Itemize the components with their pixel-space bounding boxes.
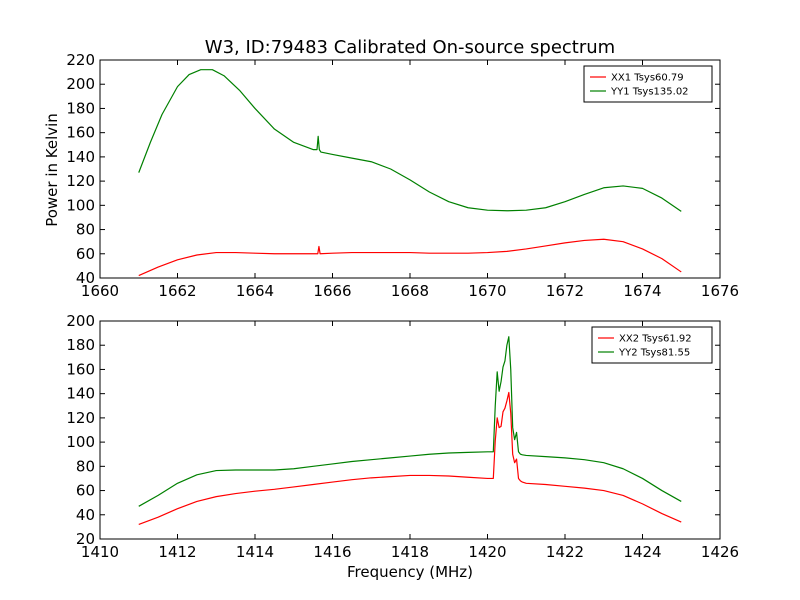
legend-box: [583, 65, 713, 103]
series-line-2: [138, 336, 682, 507]
x-tick-label: 1666: [313, 282, 351, 300]
y-tick-label: 60: [76, 482, 95, 500]
x-tick-label: 1668: [391, 282, 429, 300]
y-tick-label: 180: [66, 99, 95, 117]
series-line-1: [138, 391, 682, 526]
y-tick-label: 120: [66, 172, 95, 190]
legend-label: XX2 Tsys61.92: [619, 334, 692, 345]
x-tick-label: 1418: [391, 543, 429, 561]
legend-box: [591, 326, 713, 364]
x-tick-label: 1674: [623, 282, 661, 300]
x-tick-label: 1424: [623, 543, 661, 561]
x-tick-label: 1426: [701, 543, 739, 561]
y-tick-label: 120: [66, 409, 95, 427]
y-tick-label: 80: [76, 457, 95, 475]
chart-panel-2: 1410 1412 1414 1416 1418 1420 1422 1424 1426 20 40…: [66, 312, 739, 561]
x-tick-label: 1416: [313, 543, 351, 561]
x-tick-label: 1660: [81, 282, 119, 300]
y-tick-label: 40: [76, 269, 95, 287]
y-tick-label: 100: [66, 433, 95, 451]
legend-label: XX1 Tsys60.79: [611, 73, 684, 84]
x-tick-label: 1422: [546, 543, 584, 561]
x-tick-label: 1662: [158, 282, 196, 300]
x-tick-label: 1672: [546, 282, 584, 300]
series-line-1: [138, 238, 682, 277]
y-tick-label: 160: [66, 124, 95, 142]
legend-label: YY1 Tsys135.02: [610, 87, 689, 98]
legend: XX1 Tsys60.79 YY1 Tsys135.02: [583, 65, 713, 103]
y-tick-label: 220: [66, 51, 95, 69]
y-tick-label: 20: [76, 530, 95, 548]
x-tick-label: 1420: [468, 543, 506, 561]
chart-title: W3, ID:79483 Calibrated On-source spectr…: [205, 37, 615, 58]
y-tick-label: 60: [76, 245, 95, 263]
x-tick-label: 1670: [468, 282, 506, 300]
y-tick-label: 140: [66, 385, 95, 403]
x-axis-label: Frequency (MHz): [347, 563, 473, 581]
series-line-2: [138, 69, 682, 212]
x-tick-label: 1412: [158, 543, 196, 561]
y-tick-label: 80: [76, 221, 95, 239]
y-tick-label: 160: [66, 360, 95, 378]
x-tick-label: 1664: [236, 282, 274, 300]
y-tick-label: 40: [76, 506, 95, 524]
y-tick-label: 200: [66, 312, 95, 330]
y-axis-label: Power in Kelvin: [43, 113, 61, 227]
chart-panels: 1660 1662 1664 1666 1668 1670 1672 1674 1676 40 60…: [66, 51, 739, 561]
legend-label: YY2 Tsys81.55: [618, 348, 690, 359]
chart-panel-1: 1660 1662 1664 1666 1668 1670 1672 1674 1676 40 60…: [66, 51, 739, 300]
x-tick-label: 1410: [81, 543, 119, 561]
legend: XX2 Tsys61.92 YY2 Tsys81.55: [591, 326, 713, 364]
x-tick-label: 1676: [701, 282, 739, 300]
y-tick-label: 180: [66, 336, 95, 354]
x-tick-label: 1414: [236, 543, 274, 561]
y-tick-label: 200: [66, 75, 95, 93]
y-tick-label: 140: [66, 148, 95, 166]
y-tick-label: 100: [66, 196, 95, 214]
